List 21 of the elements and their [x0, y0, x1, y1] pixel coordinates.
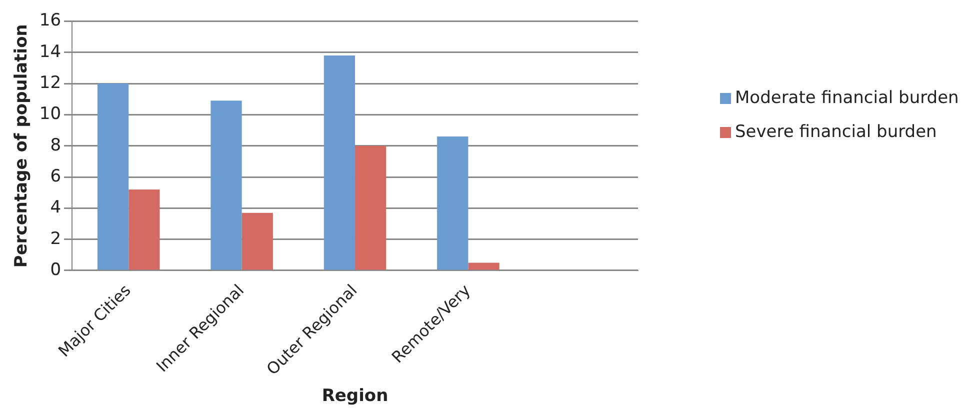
- bar: [210, 100, 242, 270]
- bar: [324, 55, 356, 270]
- x-axis-title: Region: [322, 386, 388, 406]
- y-tick-label: 14: [39, 42, 62, 62]
- y-tick-label: 12: [39, 72, 62, 93]
- bar: [355, 146, 386, 270]
- y-tick-label: 6: [50, 166, 62, 186]
- bar: [468, 262, 500, 270]
- bar: [128, 189, 160, 270]
- y-tick-label: 8: [50, 135, 62, 156]
- bar: [242, 212, 273, 270]
- y-tick-label: 10: [39, 104, 62, 124]
- y-tick-label: 0: [50, 260, 62, 280]
- bar: [437, 136, 468, 270]
- y-tick-label: 16: [39, 10, 62, 31]
- y-tick-label: 2: [50, 228, 62, 249]
- bar: [98, 84, 129, 270]
- legend-label: Severe financial burden: [735, 122, 937, 142]
- y-tick-label: 4: [50, 198, 62, 218]
- legend-label: Moderate financial burden: [735, 88, 959, 108]
- y-axis-title: Percentage of population: [12, 24, 32, 268]
